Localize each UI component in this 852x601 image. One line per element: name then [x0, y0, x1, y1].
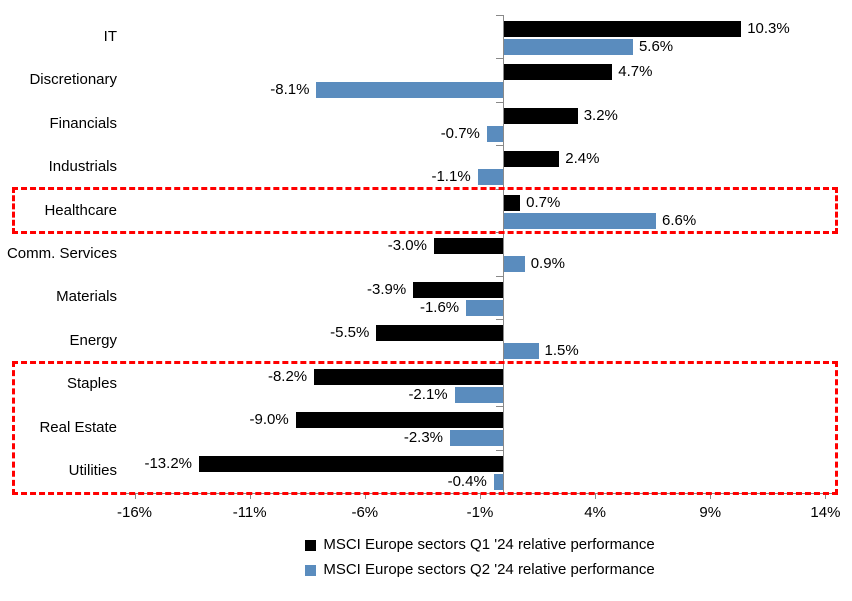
bar-value-label-q1-financials: 3.2% [583, 106, 618, 124]
bar-q2-comm-services [504, 256, 525, 273]
bar-q1-financials [504, 107, 578, 124]
category-label-energy: Energy [69, 331, 117, 349]
legend-label-q2: MSCI Europe sectors Q2 '24 relative perf… [323, 561, 655, 578]
category-label-materials: Materials [56, 288, 117, 306]
bar-q2-staples [454, 386, 503, 403]
category-label-industrials: Industrials [48, 158, 117, 176]
bar-value-label-q1-healthcare: 0.7% [526, 193, 561, 211]
category-label-it: IT [103, 27, 117, 45]
x-tick-label-4: 4% [584, 504, 606, 521]
x-tick-label-14: 14% [810, 504, 841, 521]
legend-item-q2: MSCI Europe sectors Q2 '24 relative perf… [305, 561, 655, 579]
bar-q1-materials [413, 281, 503, 298]
bar-value-label-q2-utilities: -0.4% [447, 472, 487, 490]
bar-q1-discretionary [504, 64, 613, 81]
bar-value-label-q1-industrials: 2.4% [565, 150, 600, 168]
bar-q1-real-estate [295, 412, 503, 429]
bar-value-label-q2-real-estate: -2.3% [403, 429, 444, 447]
bar-value-label-q2-financials: -0.7% [440, 124, 480, 142]
bar-q2-financials [486, 125, 503, 142]
bar-q2-real-estate [450, 430, 503, 447]
category-label-utilities: Utilities [68, 462, 117, 480]
bar-value-label-q2-healthcare: 6.6% [661, 211, 697, 229]
category-boundary-tick [496, 406, 503, 408]
bar-value-label-q2-it: 5.6% [638, 38, 674, 55]
legend-swatch-q1-icon [305, 539, 317, 551]
bar-value-label-q2-materials: -1.6% [419, 298, 460, 316]
x-tick-label-11: -11% [232, 504, 267, 521]
x-axis-tick [134, 493, 136, 499]
legend: MSCI Europe sectors Q1 '24 relative perf… [123, 536, 837, 579]
legend-label-q1: MSCI Europe sectors Q1 '24 relative perf… [323, 536, 655, 553]
bar-q2-energy [504, 343, 539, 360]
category-label-discretionary: Discretionary [29, 71, 117, 89]
bar-value-label-q1-materials: -3.9% [366, 280, 407, 298]
bar-value-label-q1-energy: -5.5% [330, 324, 370, 342]
bar-q1-industrials [504, 151, 560, 168]
bar-q2-industrials [477, 169, 503, 186]
bar-q2-materials [466, 299, 503, 316]
bar-value-label-q1-discretionary: 4.7% [618, 63, 653, 81]
bar-q2-utilities [493, 473, 503, 490]
bar-q1-comm-services [433, 238, 503, 255]
x-tick-label-6: -6% [351, 504, 379, 521]
legend-swatch-q2-icon [305, 564, 317, 576]
category-boundary-tick [496, 15, 503, 16]
x-axis-tick [825, 493, 827, 499]
highlight-box-2 [12, 360, 838, 495]
x-tick-label-16: -16% [117, 504, 153, 521]
bar-q2-discretionary [316, 82, 503, 99]
bar-q2-it [504, 39, 633, 55]
category-label-staples: Staples [66, 375, 117, 393]
category-label-comm-services: Comm. Services [6, 244, 117, 262]
bar-value-label-q1-it: 10.3% [747, 20, 790, 37]
bar-q1-it [504, 21, 742, 37]
x-axis-tick [710, 493, 712, 499]
bar-value-label-q2-discretionary: -8.1% [270, 81, 310, 99]
category-label-financials: Financials [49, 114, 117, 132]
bar-value-label-q1-utilities: -13.2% [144, 454, 192, 472]
bar-q1-energy [376, 325, 503, 342]
bar-q1-utilities [199, 455, 503, 472]
bar-value-label-q1-staples: -8.2% [267, 367, 308, 385]
category-label-real-estate: Real Estate [39, 418, 117, 436]
category-boundary-tick [496, 145, 503, 147]
x-axis-tick [479, 493, 481, 499]
x-tick-label-9: 9% [699, 504, 722, 521]
bar-value-label-q1-comm-services: -3.0% [387, 237, 427, 255]
value-axis-line [503, 15, 504, 493]
highlight-box-1 [12, 186, 838, 235]
category-label-healthcare: Healthcare [44, 201, 117, 219]
bar-q1-staples [314, 368, 503, 385]
category-boundary-tick [496, 101, 503, 103]
bar-value-label-q1-real-estate: -9.0% [249, 411, 289, 429]
legend-item-q1: MSCI Europe sectors Q1 '24 relative perf… [305, 536, 655, 554]
bar-value-label-q2-industrials: -1.1% [431, 168, 471, 186]
bar-value-label-q2-energy: 1.5% [544, 342, 579, 360]
bar-q2-healthcare [504, 212, 656, 229]
bar-value-label-q2-staples: -2.1% [408, 385, 448, 403]
x-axis-tick [364, 493, 366, 499]
x-tick-label-1: -1% [466, 504, 494, 521]
category-boundary-tick [496, 275, 503, 277]
category-boundary-tick [496, 449, 503, 451]
category-boundary-tick [496, 58, 503, 60]
category-boundary-tick [496, 319, 503, 321]
x-axis-tick [249, 493, 251, 499]
x-axis-tick [595, 493, 597, 499]
bar-value-label-q2-comm-services: 0.9% [530, 255, 565, 273]
bar-q1-healthcare [504, 194, 521, 211]
